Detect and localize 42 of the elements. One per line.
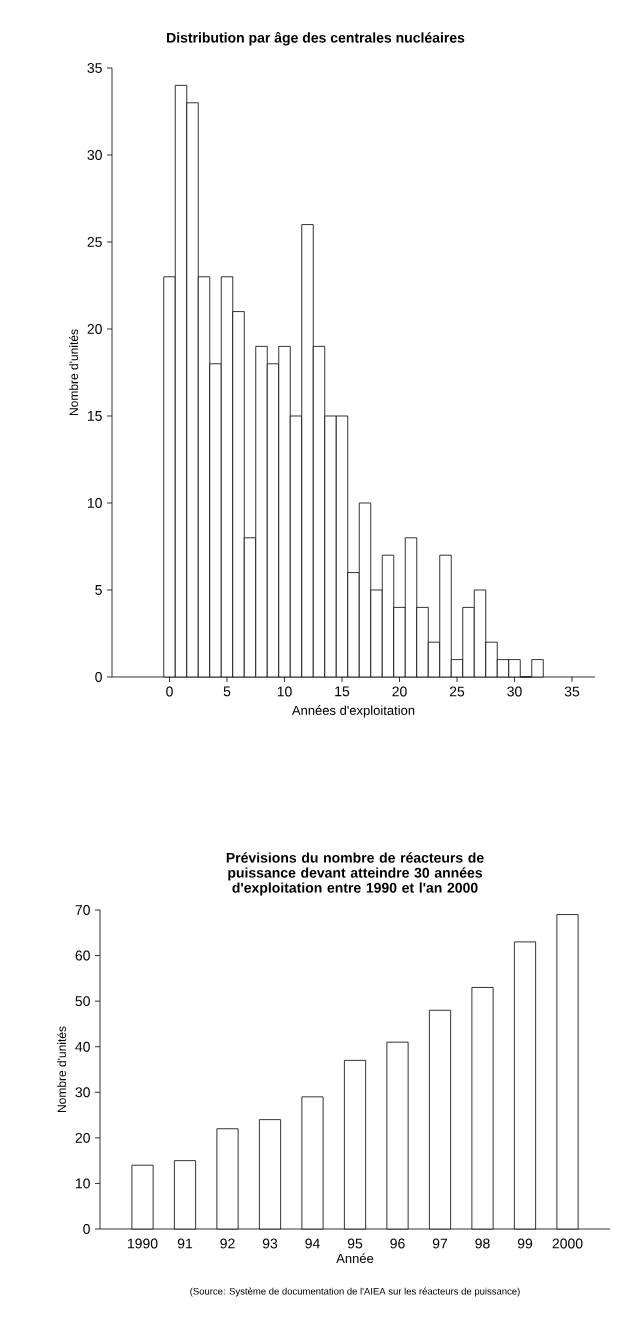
y-tick-label: 60 <box>75 950 90 961</box>
x-tick-label: 92 <box>220 1238 235 1249</box>
chart-title: Prévisions du nombre de réacteurs de puissance devant atteindre 30 années d'exploitation entre 1990 et l'an 2000 <box>226 852 484 896</box>
x-tick-label: 0 <box>166 686 173 697</box>
x-tick-label: 2000 <box>552 1238 583 1249</box>
x-tick-label: 15 <box>335 686 350 697</box>
chart-title: Distribution par âge des centrales nucléaires <box>167 32 465 46</box>
y-tick-label: 15 <box>87 411 102 421</box>
y-tick-label: 30 <box>87 150 102 160</box>
y-tick-label: 10 <box>75 1178 90 1189</box>
x-tick-label: 99 <box>517 1238 533 1249</box>
x-tick-label: 95 <box>347 1238 363 1249</box>
x-tick-label: 94 <box>305 1238 320 1249</box>
x-tick-label: 97 <box>432 1238 448 1249</box>
x-tick-label: 5 <box>223 686 231 697</box>
x-tick-label: 10 <box>277 686 292 697</box>
y-tick-label: 25 <box>87 237 102 247</box>
x-tick-label: 91 <box>177 1238 193 1249</box>
x-tick-label: 93 <box>262 1238 278 1249</box>
x-tick-label: 35 <box>564 686 580 697</box>
x-axis-title: Année <box>336 1253 374 1264</box>
y-axis-title: Nombre d'unités <box>69 329 79 416</box>
x-axis-title: Années d'exploitation <box>291 705 415 718</box>
y-tick-label: 0 <box>83 1224 90 1234</box>
y-tick-label: 0 <box>95 672 102 682</box>
y-tick-label: 20 <box>75 1132 90 1143</box>
y-tick-label: 20 <box>87 324 102 334</box>
y-tick-label: 70 <box>75 905 90 915</box>
text: (Source: Système de documentation de l'AIEA sur les réacteurs de puissance) <box>190 1287 520 1297</box>
x-tick-label: 96 <box>390 1238 405 1249</box>
y-tick-label: 10 <box>87 498 102 508</box>
y-tick-label: 50 <box>75 996 90 1007</box>
y-tick-label: 35 <box>87 63 102 73</box>
x-tick-label: 25 <box>449 686 465 697</box>
x-tick-label: 1990 <box>127 1238 158 1249</box>
x-tick-label: 98 <box>475 1238 490 1249</box>
y-tick-label: 5 <box>95 585 102 595</box>
x-tick-label: 30 <box>507 686 522 697</box>
y-tick-label: 40 <box>75 1041 90 1052</box>
x-tick-label: 20 <box>392 686 407 697</box>
y-axis-title: Nombre d'unités <box>57 1026 67 1113</box>
y-tick-label: 30 <box>75 1087 90 1098</box>
